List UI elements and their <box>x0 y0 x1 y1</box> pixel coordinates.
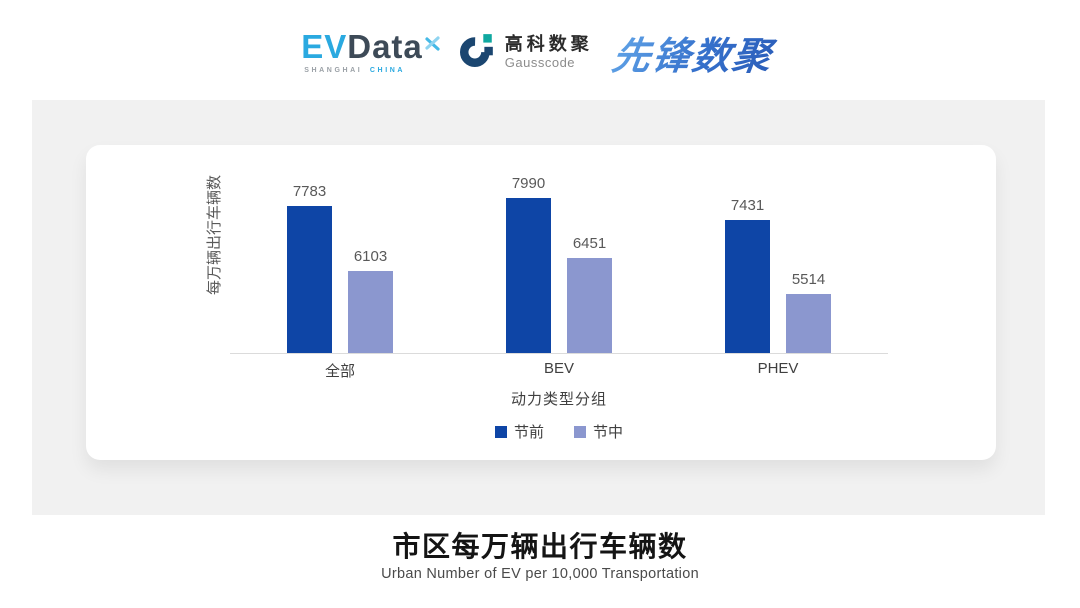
legend-item-series1: 节前 <box>494 421 544 442</box>
x-tick-label-2: BEV <box>543 360 574 377</box>
legend: 节前 节中 <box>230 421 888 442</box>
logo-row: EV Data SHANGHAI CHINA 高科数聚 Gausscode <box>0 20 1080 84</box>
evdata-spark-icon <box>424 24 441 57</box>
y-axis-label: 每万辆出行车辆数 <box>206 175 223 296</box>
x-tick-label-1: 全部 <box>324 363 355 380</box>
bar-series1-cat3 <box>725 220 770 353</box>
x-tick-label-3: PHEV <box>757 360 799 377</box>
bar-value-label-series2-cat3: 5514 <box>791 271 826 288</box>
x-axis-title: 动力类型分组 <box>510 391 607 408</box>
bar-series2-cat2 <box>567 258 612 353</box>
evdata-data-text: Data <box>347 28 423 65</box>
chart-title: 市区每万辆出行车辆数 <box>392 531 688 562</box>
chart-area: 每万辆出行车辆数 动力类型分组 节前 节中 全部 7783 6103 BEV 7990 64… <box>86 145 996 460</box>
gausscode-icon <box>459 32 496 73</box>
chart-card: 每万辆出行车辆数 动力类型分组 节前 节中 全部 7783 6103 BEV 7990 64… <box>86 145 996 460</box>
bar-value-label-series1-cat3: 7431 <box>730 197 765 214</box>
evdata-sub-china: CHINA <box>369 67 406 74</box>
legend-label: 节前 <box>513 424 544 441</box>
gausscode-name-cn: 高科数聚 <box>504 34 593 55</box>
evdata-subtext: SHANGHAI CHINA <box>304 67 405 74</box>
legend-swatch-icon <box>494 425 507 438</box>
chart-panel: 每万辆出行车辆数 动力类型分组 节前 节中 全部 7783 6103 BEV 7990 64… <box>32 100 1045 515</box>
bar-value-label-series2-cat2: 6451 <box>572 235 607 252</box>
x-axis-line <box>230 353 888 354</box>
legend-item-series2: 节中 <box>574 421 623 442</box>
evdata-logo: EV Data SHANGHAI CHINA <box>301 30 440 74</box>
gausscode-name-en: Gausscode <box>504 54 576 70</box>
evdata-sub-shanghai: SHANGHAI <box>304 67 363 74</box>
chart-subtitle: Urban Number of EV per 10,000 Transporta… <box>381 566 699 582</box>
pioneer-logo-wordmark: 先锋数聚 <box>609 25 783 80</box>
bar-series1-cat1 <box>287 206 332 353</box>
evdata-ev-text: EV <box>301 28 348 65</box>
bar-series2-cat1 <box>348 271 393 353</box>
bar-value-label-series2-cat1: 6103 <box>353 248 388 265</box>
bar-series2-cat3 <box>786 294 831 353</box>
bar-series1-cat2 <box>506 198 551 353</box>
evdata-wordmark: EV Data <box>301 30 440 63</box>
gausscode-text: 高科数聚 Gausscode <box>505 34 593 70</box>
bar-value-label-series1-cat1: 7783 <box>292 183 327 200</box>
legend-label: 节中 <box>593 424 624 441</box>
gausscode-logo: 高科数聚 Gausscode <box>459 32 593 73</box>
bar-value-label-series1-cat2: 7990 <box>511 175 546 192</box>
legend-swatch-icon <box>574 425 586 438</box>
